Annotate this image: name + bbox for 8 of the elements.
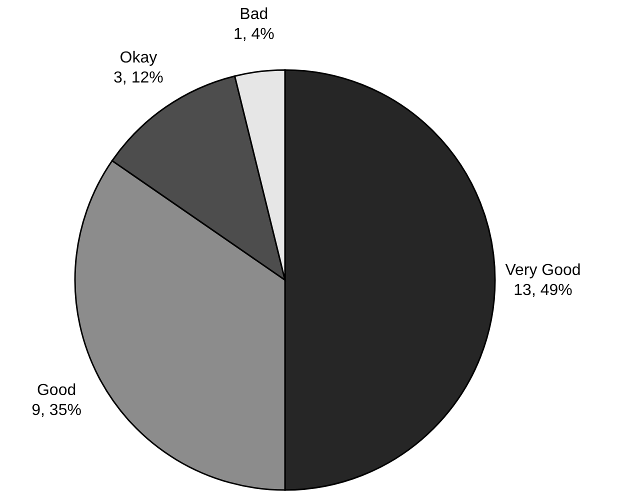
data-label: 3, 12% (114, 70, 164, 87)
slice-label: Very Good (505, 262, 581, 279)
slice-label: Okay (120, 50, 158, 67)
data-label: 13, 49% (514, 282, 572, 299)
slice-label: Bad (240, 6, 268, 23)
slice-label: Good (36, 382, 76, 399)
data-label: 9, 35% (32, 402, 82, 419)
data-label: 1, 4% (233, 26, 274, 43)
